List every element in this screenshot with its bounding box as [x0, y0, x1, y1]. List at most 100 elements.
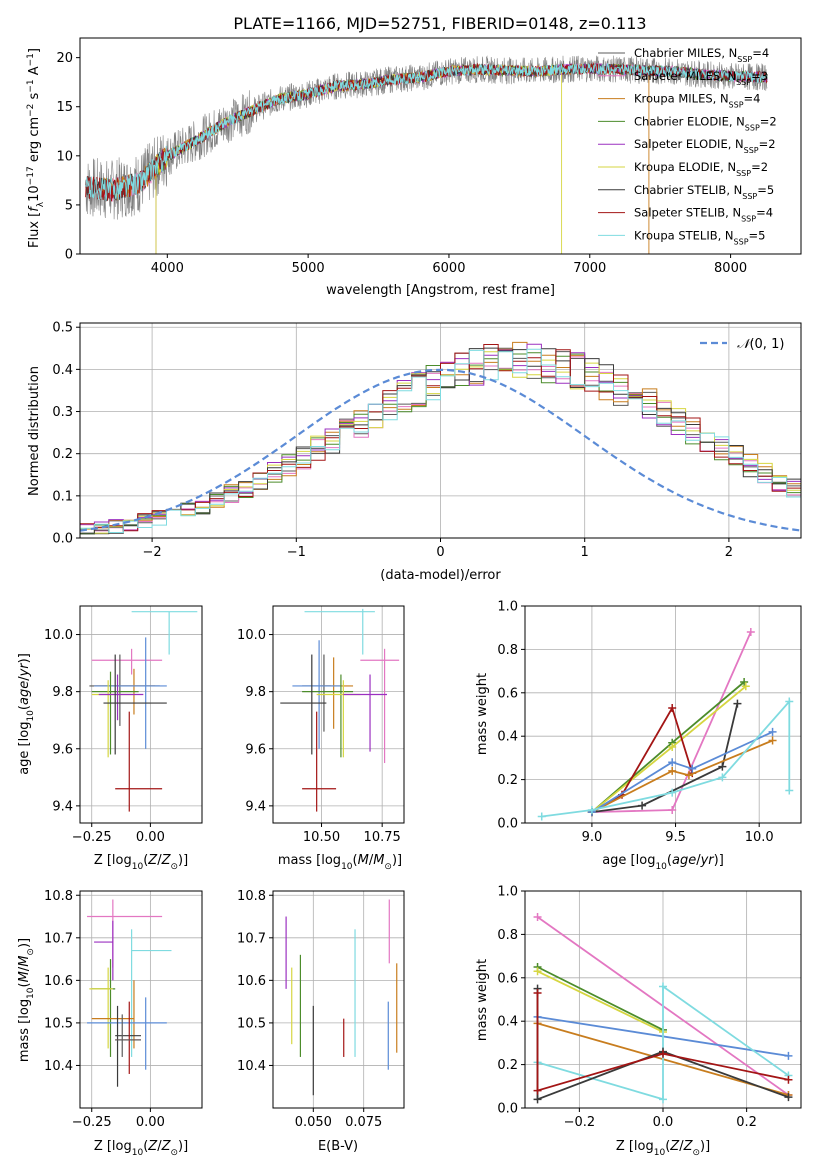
y-tick-label: 10.4: [44, 1059, 73, 1074]
data-point-marker: [659, 1049, 667, 1058]
kroupa-stelib-model: [85, 62, 768, 201]
data-point-marker: [784, 1093, 793, 1102]
y-tick-label: 0.8: [497, 643, 518, 658]
errorbar-salpeter-stelib: [115, 711, 163, 812]
y-tick-label: 9.4: [245, 799, 266, 814]
y-tick-label: 10.4: [237, 1059, 266, 1074]
data-point-marker: [533, 988, 542, 997]
axes-frame: [79, 890, 203, 1109]
x-tick-label: −0.25: [72, 830, 112, 845]
data-point-marker: [688, 764, 697, 773]
data-point-marker: [537, 812, 546, 821]
kroupa-miles-model: [102, 63, 650, 254]
data-point-marker: [533, 1086, 542, 1095]
x-tick-label: 2: [725, 545, 733, 560]
x-axis-label: Z [log10(Z/Z⊙)]: [616, 1139, 710, 1158]
y-axis-label: age [log10(age/yr)]: [17, 653, 36, 775]
data-point-marker: [740, 677, 749, 686]
data-point-marker: [668, 766, 677, 775]
errorbar-normal-curve: [94, 637, 167, 749]
errorbar-salpeter-elodie: [98, 674, 144, 721]
data-point-marker: [668, 805, 677, 814]
legend-entry: Salpeter ELODIE, NSSP=2: [634, 137, 776, 155]
gridlines: [273, 891, 404, 1108]
x-axis-label: Z [log10(Z/Z⊙)]: [94, 1139, 188, 1158]
x-tick-label: 4000: [151, 261, 184, 276]
data-point-marker: [533, 967, 542, 976]
x-tick-label: 10.50: [303, 830, 340, 845]
y-axis-label: mass [log10(M/M⊙)]: [17, 938, 36, 1062]
y-tick-label: 10.0: [237, 628, 266, 643]
x-axis-label: wavelength [Angstrom, rest frame]: [326, 283, 555, 298]
data-point-marker: [718, 762, 727, 771]
errorbar-chabrier-elodie: [302, 674, 354, 758]
errorbar-normal-curve: [87, 997, 167, 1070]
data-point-marker: [587, 805, 596, 814]
y-tick-label: 10.7: [237, 931, 266, 946]
y-tick-label: 10: [56, 149, 73, 164]
y-tick-label: 0.3: [52, 405, 73, 420]
gridlines: [80, 891, 202, 1108]
y-tick-label: 9.6: [52, 742, 73, 757]
x-tick-label: 0.00: [136, 830, 165, 845]
y-tick-label: 10.8: [44, 889, 73, 904]
series-normal-curve: [591, 731, 773, 813]
errorbar-kroupa-stelib: [131, 611, 198, 655]
y-tick-label: 10.8: [237, 889, 266, 904]
axes-frame: [524, 605, 802, 824]
y-tick-label: 0.6: [497, 971, 518, 986]
x-tick-label: 7000: [573, 261, 606, 276]
y-tick-label: 10.6: [237, 974, 266, 989]
data-point-marker: [741, 682, 750, 691]
legend-entry: Kroupa MILES, NSSP=4: [634, 92, 760, 110]
data-point-marker: [533, 913, 542, 922]
y-tick-label: 0.5: [52, 321, 73, 336]
errorbar-chabrier-elodie: [91, 959, 116, 1057]
data-point-marker: [733, 699, 742, 708]
y-tick-label: 15: [56, 100, 73, 115]
series-kroupa-miles: [591, 739, 773, 813]
x-tick-label: 0.00: [136, 1115, 165, 1130]
gridlines: [273, 606, 404, 823]
errorbar-kroupa-stelib: [304, 608, 375, 655]
salpeter-stelib-model: [85, 61, 768, 202]
series-kroupa-stelib: [541, 699, 791, 818]
series-kroupa-stelib: [537, 984, 790, 1101]
x-axis-label: (data-model)/error: [380, 568, 501, 583]
y-tick-label: 0.0: [497, 817, 518, 832]
x-axis-label: mass [log10(M/M⊙)]: [278, 853, 402, 872]
y-tick-label: 0.0: [497, 1102, 518, 1117]
x-tick-label: 1: [581, 545, 589, 560]
data-point-marker: [784, 1051, 793, 1060]
x-tick-label: 0.0: [653, 1115, 674, 1130]
data-point-marker: [718, 773, 727, 782]
y-tick-label: 9.6: [245, 742, 266, 757]
kroupa-elodie-model: [155, 63, 563, 254]
legend-entry: Chabrier STELIB, NSSP=5: [634, 183, 774, 201]
errorbar-salpeter-stelib: [302, 711, 337, 812]
series-salpeter-stelib: [536, 993, 789, 1092]
gridlines: [525, 605, 801, 824]
y-axis-label: mass weight: [475, 673, 490, 755]
y-tick-label: 5: [65, 198, 73, 213]
y-tick-label: 0.6: [497, 686, 518, 701]
y-tick-label: 9.4: [52, 799, 73, 814]
axes-frame: [79, 605, 203, 824]
errorbar-salpeter-miles: [360, 648, 400, 764]
errorbar-salpeter-miles: [87, 899, 163, 968]
x-axis-label: age [log10(age/yr)]: [602, 853, 724, 872]
legend-entry: 𝒩(0, 1): [737, 337, 784, 352]
x-tick-label: 5000: [292, 261, 325, 276]
y-tick-label: 1.0: [497, 885, 518, 900]
spectrum-legend: Chabrier MILES, NSSP=4 Salpeter MILES, NS…: [598, 46, 777, 246]
errorbar-kroupa-miles: [91, 980, 135, 1049]
mass-vs-metallicity-panel: −0.25 0.00 10.4 10.5 10.6 10.7 10.8 Z [log10(Z/…: [17, 889, 203, 1158]
y-tick-label: 9.8: [245, 685, 266, 700]
data-point-marker: [784, 1075, 793, 1084]
data-point-marker: [785, 786, 794, 795]
x-tick-label: 0: [436, 545, 444, 560]
y-tick-label: 0.2: [52, 447, 73, 462]
errorbar-chabrier-stelib: [103, 654, 167, 755]
x-tick-label: 10.0: [745, 830, 774, 845]
data-point-marker: [668, 703, 677, 712]
